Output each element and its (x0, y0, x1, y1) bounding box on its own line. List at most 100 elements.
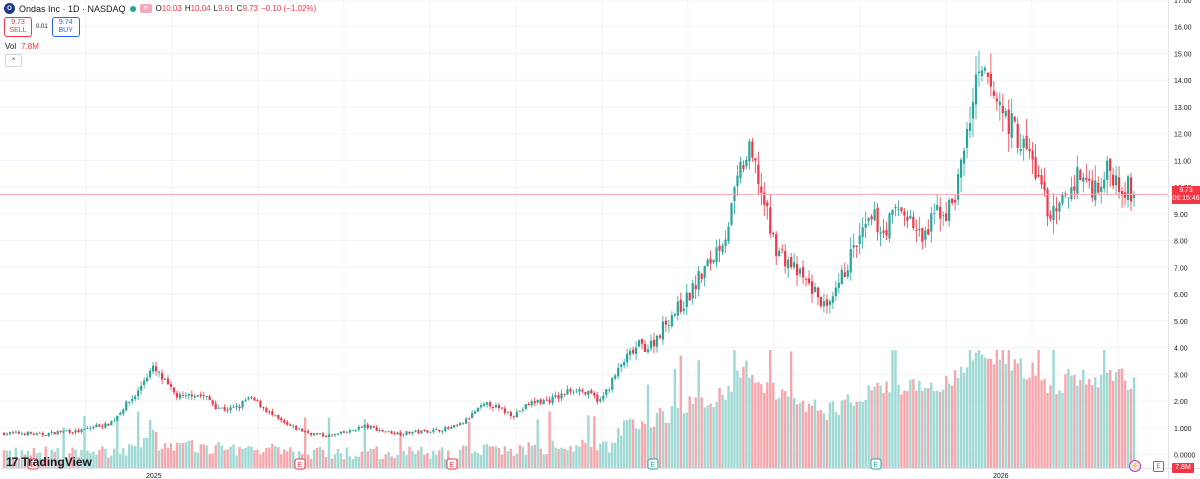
volume-bar (819, 410, 823, 468)
candle-body (190, 394, 193, 397)
volume-bar (861, 401, 864, 468)
candle-body (849, 249, 852, 273)
volume-bar (813, 399, 817, 468)
buy-button[interactable]: 9.74 BUY (51, 17, 80, 37)
volume-bar (1111, 380, 1115, 468)
volume-bar (572, 451, 575, 468)
volume-bar (679, 355, 683, 468)
candle-body (837, 282, 840, 288)
candle-body (429, 431, 432, 433)
volume-bar (1055, 394, 1058, 468)
volume-bar (324, 456, 328, 468)
volume-bar (640, 421, 644, 468)
candle-body (685, 292, 688, 307)
price-tick-label: 14.00 (1174, 78, 1192, 85)
ohlc-item: −0.10 (−1.02%) (261, 4, 316, 13)
volume-bar (864, 399, 867, 468)
tradingview-logo[interactable]: 17 TradingView (6, 455, 92, 469)
volume-bar (59, 460, 62, 468)
volume-bar (840, 400, 844, 468)
candle-body (402, 434, 405, 436)
ohlc-value: 10.04 (190, 4, 211, 13)
split-event-icon[interactable]: ⚡ (1129, 460, 1141, 472)
candle-body (807, 278, 811, 284)
candle-body (664, 320, 667, 325)
candle-body (1070, 187, 1073, 200)
volume-bar (593, 416, 596, 468)
candle-body (456, 424, 459, 426)
volume-bar (220, 445, 223, 468)
volume-bar (408, 446, 411, 468)
volume-bar (229, 446, 232, 468)
candle-body (658, 335, 662, 338)
candle-body (1019, 148, 1022, 152)
volume-bar (190, 440, 194, 468)
earnings-marker-icon[interactable]: E (1153, 461, 1164, 472)
volume-bar (399, 429, 402, 468)
candle-body (289, 424, 292, 426)
volume-bar (342, 459, 346, 468)
volume-bar (718, 388, 721, 468)
volume-bar (351, 459, 355, 468)
volume-bar (148, 419, 152, 468)
volume-bar (92, 451, 95, 468)
candle-body (643, 343, 647, 353)
price-tick-label: 16.00 (1174, 25, 1192, 32)
volume-bar (131, 445, 134, 468)
volume-bar (894, 350, 897, 468)
volume-bar (363, 418, 366, 468)
candle-body (530, 401, 533, 406)
volume-bar (187, 440, 191, 468)
chevron-up-icon[interactable]: ⌃ (5, 54, 22, 67)
volume-bar (939, 391, 942, 468)
candle-body (617, 367, 620, 377)
last-price-tag: 9.73 06:15:46 (1172, 186, 1200, 204)
candle-body (1055, 208, 1058, 212)
volume-bar (739, 377, 742, 468)
candle-body (107, 423, 110, 426)
volume-bar (1129, 388, 1133, 468)
candle-body (1082, 177, 1085, 182)
flag-icon[interactable]: ≡ (139, 4, 152, 13)
candle-body (793, 262, 796, 268)
volume-bar (1097, 387, 1100, 468)
candle-body (1049, 214, 1052, 220)
candle-body (757, 164, 760, 185)
candle-body (852, 245, 855, 248)
volume-bar (110, 455, 113, 468)
volume-bar (420, 446, 423, 468)
candle-body (882, 230, 885, 233)
symbol-logo-icon[interactable]: O (4, 3, 15, 14)
volume-bar (736, 370, 739, 468)
volume-legend[interactable]: Vol 7.8M (5, 42, 39, 51)
sell-price: 9.73 (11, 19, 25, 26)
candle-body (667, 325, 670, 326)
candle-body (307, 431, 310, 433)
sell-button[interactable]: 9.73 SELL (4, 17, 32, 37)
candle-body (968, 123, 972, 131)
candle-body (157, 371, 161, 373)
symbol-title[interactable]: Ondas Inc · 1D · NASDAQ (19, 3, 126, 14)
volume-bar (1046, 392, 1049, 468)
volume-bar (20, 450, 24, 468)
candle-body (608, 389, 611, 391)
candle-body (602, 395, 605, 400)
candle-body (1067, 197, 1070, 199)
volume-bar (628, 418, 632, 468)
price-tick-label: 15.00 (1174, 51, 1192, 58)
volume-bar (694, 397, 697, 468)
candle-body (8, 432, 12, 435)
volume-bar (596, 450, 599, 468)
volume-bar (136, 411, 140, 468)
volume-bar (584, 442, 587, 468)
candle-body (861, 227, 864, 237)
ohlc-value: 10.03 (161, 4, 182, 13)
candle-body (298, 428, 301, 430)
candle-body (360, 426, 363, 428)
volume-bar (548, 411, 551, 468)
candle-body (143, 380, 146, 385)
volume-bar (193, 451, 197, 468)
ohlc-key: H (184, 4, 191, 13)
candle-body (223, 407, 226, 411)
